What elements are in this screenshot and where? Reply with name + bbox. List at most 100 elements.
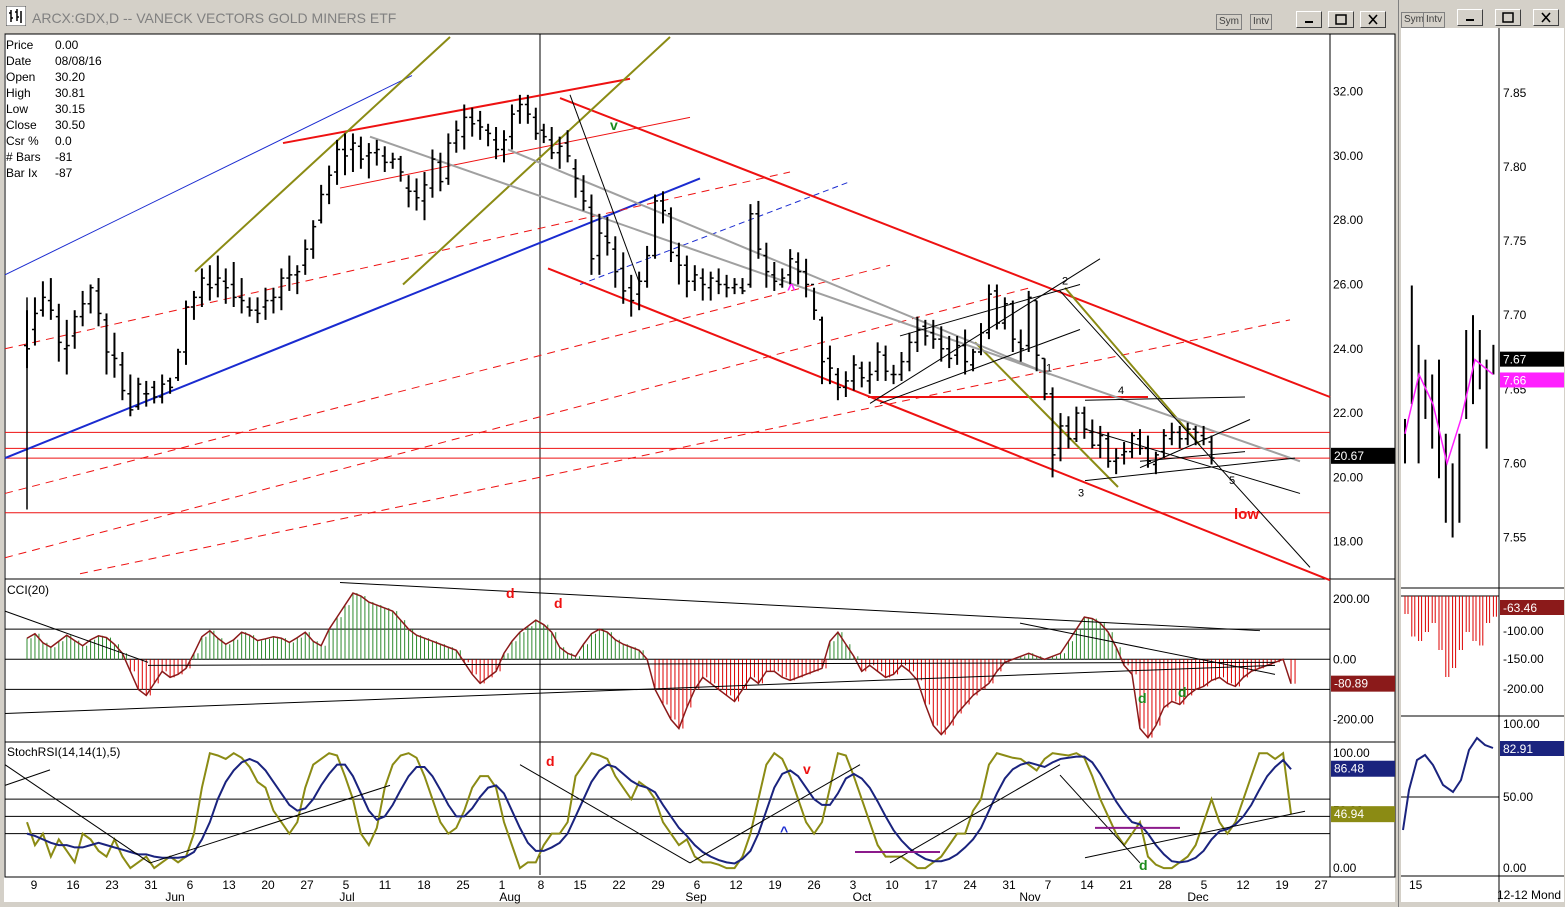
info-value: 0.0 [55,134,72,148]
price-bar [795,252,802,285]
stoch-y-tick: 0.00 [1333,861,1357,875]
price-bar [429,149,436,198]
price-bar [302,239,309,275]
price-bar [501,130,507,163]
x-month-label: Aug [499,890,520,904]
minimize-icon [1466,19,1474,21]
price-bar [71,310,78,349]
side-close-button[interactable] [1533,9,1559,26]
side-price-y-tick: 7.55 [1503,531,1527,545]
price-bar [993,284,1000,330]
price-bar [683,255,690,298]
intv-button[interactable]: Intv [1250,14,1273,30]
price-bar [628,274,635,317]
minimize-icon [1305,21,1313,23]
side-minimize-button[interactable] [1457,9,1483,26]
stoch-y-tick: 100.00 [1333,746,1370,760]
price-bar [477,110,484,140]
price-bar [1073,406,1080,442]
cci-letter-label: d [1138,690,1147,706]
x-day-label: 22 [612,878,626,892]
trend-line [282,77,631,145]
price-bar [779,268,786,288]
price-bar [349,133,356,172]
x-day-label: 19 [1275,878,1289,892]
price-bar [1113,448,1120,475]
x-day-label: 27 [300,878,314,892]
side-chart-area[interactable]: 7.857.807.757.707.657.607.557.677.66-100… [1399,0,1565,907]
side-stoch-y-tick: 0.00 [1503,861,1527,875]
price-bar [214,255,221,298]
price-bar [342,133,348,176]
side-chart-window: Sym Intv 7.85 7.80 7.75 7.70 7.65 7.60 7.55 7.6… [1398,0,1565,907]
price-bar [405,175,412,208]
maximize-icon [1335,14,1347,25]
price-bar [882,345,889,381]
info-value: 30.15 [55,102,86,116]
price-bar [1049,387,1056,478]
price-bar [318,184,325,224]
price-bar [548,127,555,160]
price-last-box [1331,447,1395,464]
price-bar [516,94,523,124]
price-bar [652,194,659,259]
price-bar [1001,297,1008,330]
x-day-label: 27 [1314,878,1328,892]
price-bar [485,123,492,147]
info-label: Bar Ix [6,166,38,180]
side-last-box-1 [1500,351,1564,367]
side-intv-button[interactable]: Intv [1423,12,1446,28]
cci-letter-label: d [1178,684,1187,700]
side-x-label: 12-12 Mond [1497,888,1561,902]
price-bar [222,268,229,304]
stoch-letter-label: d [1139,857,1148,873]
price-bar [978,323,984,356]
title-bar: ARCX:GDX,D -- VANECK VECTORS GOLD MINERS… [2,2,1394,32]
side-maximize-button[interactable] [1495,9,1521,26]
price-bar [596,213,603,275]
price-y-tick: 26.00 [1333,278,1363,292]
price-bar [787,249,794,285]
close-button[interactable] [1360,11,1386,28]
info-value: -81 [55,150,73,164]
stoch-last-value-2: 46.94 [1334,807,1364,821]
x-day-label: 20 [261,878,275,892]
trend-line [507,148,1051,376]
cci-trend-line [1019,622,1276,675]
price-bar [39,281,46,317]
stoch-last-box-2 [1331,806,1395,823]
price-bar [1105,432,1112,468]
side-price-y-tick: 7.70 [1503,308,1527,322]
price-bar [508,104,515,150]
price-bar [334,139,341,185]
cci-line [26,592,1292,739]
price-y-tick: 24.00 [1333,342,1363,356]
trend-line [4,287,1031,559]
price-bar [262,287,269,320]
maximize-button[interactable] [1328,11,1354,28]
price-bar [890,364,897,385]
trend-line [869,258,1101,404]
info-label: Open [6,70,36,84]
sym-button[interactable]: Sym [1216,14,1242,30]
price-bar [413,178,420,211]
cci-title: CCI(20) [7,583,49,597]
price-bar [667,207,674,262]
price-bar [723,274,730,298]
price-bar [381,146,388,172]
x-day-label: 6 [187,878,194,892]
main-chart-area[interactable]: CCI(20) StochRSI(14,14(1),5) 32.0030.002… [0,0,1398,907]
price-bar [87,284,94,314]
price-y-tick: 30.00 [1333,149,1363,163]
price-bar [636,271,643,311]
x-month-label: Dec [1187,890,1208,904]
side-price-y-tick: 7.85 [1503,86,1527,100]
x-day-label: 10 [885,878,899,892]
price-bar [660,191,666,224]
minimize-button[interactable] [1296,11,1322,28]
price-bar [453,120,460,153]
info-row: # Bars -81 [6,149,100,165]
price-bar [445,133,452,185]
price-bar [819,316,825,385]
price-bar [803,258,810,298]
